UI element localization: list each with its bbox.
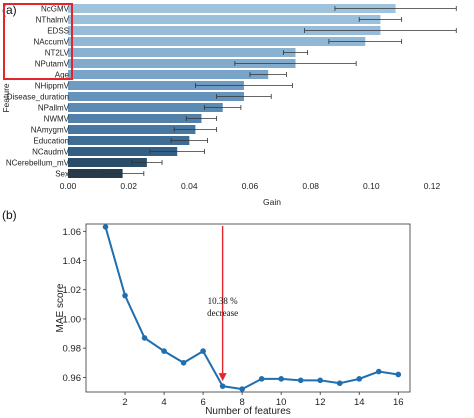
mae-line [104, 226, 399, 391]
x-tick-10: 10 [276, 397, 287, 408]
bar-NCerebellum_mV [68, 158, 147, 167]
feature-label-NThalmV: NThalmV [36, 16, 70, 25]
x-tick-16: 16 [393, 397, 404, 408]
point-4 [161, 348, 167, 354]
point-13 [336, 380, 343, 387]
arrow-head [218, 373, 227, 382]
panel-b-label: (b) [2, 208, 17, 222]
feature-label-NT2LV: NT2LV [45, 49, 70, 58]
feature-label-NWMV: NWMV [44, 115, 70, 124]
bar-NCaudmV [68, 147, 178, 156]
feature-labels: NcGMV NThalmV EDSS NAccumV NT2LV NPutamV Age NH… [6, 5, 70, 179]
x-tick-4: 4 [161, 397, 166, 408]
bar-NAmygmV [68, 125, 196, 134]
point-6 [200, 348, 206, 354]
bar-NThalmV [68, 15, 381, 24]
feature-label-Sex: Sex [55, 170, 69, 179]
feature-label-NCaudmV: NCaudmV [32, 148, 70, 157]
feature-label-NPutamV: NPutamV [35, 60, 70, 69]
feature-label-NHippmV: NHippmV [35, 82, 70, 91]
feature-importance-chart: NcGMV NThalmV EDSS NAccumV NT2LV NPutamV Age NH… [1, 3, 457, 207]
panel-a-label: (a) [2, 3, 17, 17]
bar-NPutamV [68, 59, 296, 68]
bar-NT2LV [68, 48, 296, 57]
x-tick-12: 12 [315, 397, 326, 408]
feature-label-NAccumV: NAccumV [33, 38, 69, 47]
y-axis-label-mae-score: MAE score [55, 283, 66, 332]
feature-label-NCerebellum_mV: NCerebellum_mV [6, 159, 70, 168]
y-axis-label-feature: Feature [1, 83, 11, 113]
x-tick-0.02: 0.02 [120, 181, 137, 191]
line-series [102, 224, 402, 392]
x-axis-label-number-of-features: Number of features [205, 406, 291, 417]
y-tick-0.96: 0.96 [63, 373, 82, 384]
point-7 [219, 383, 226, 389]
feature-label-NAmygmV: NAmygmV [31, 126, 70, 135]
bar-EDSS [68, 26, 381, 35]
y-tick-1.06: 1.06 [63, 227, 82, 238]
bar-Education [68, 136, 190, 145]
point-3 [141, 335, 148, 341]
feature-label-NPallmV: NPallmV [38, 104, 70, 113]
bar-Disease_duration [68, 92, 244, 101]
point-12 [317, 377, 324, 384]
x-tick-0.10: 0.10 [363, 181, 380, 191]
point-5 [180, 359, 187, 366]
x-tick-8: 8 [239, 397, 244, 408]
x-tick-0.08: 0.08 [302, 181, 319, 191]
mae-line-chart: 2 4 6 8 10 12 14 16 0.96 0.98 1.00 1.02 1.04 1.06 10.… [55, 223, 411, 417]
bar-NPallmV [68, 103, 223, 112]
point-2 [122, 292, 128, 299]
decrease-arrow [218, 226, 227, 382]
point-11 [297, 377, 304, 384]
y-tick-1.04: 1.04 [63, 256, 82, 267]
x-tick-6: 6 [200, 397, 205, 408]
point-14 [356, 376, 363, 382]
feature-label-Disease_duration: Disease_duration [7, 93, 69, 102]
bar-NHippmV [68, 81, 244, 90]
bar-NcGMV [68, 4, 396, 13]
bar-Age [68, 70, 269, 79]
bar-NWMV [68, 114, 202, 123]
x-tick-2: 2 [122, 397, 127, 408]
x-tick-14: 14 [354, 397, 365, 408]
y-tick-0.98: 0.98 [63, 344, 82, 355]
bar-Sex [68, 169, 123, 178]
plot-frame [85, 223, 411, 393]
x-tick-0.12: 0.12 [424, 181, 441, 191]
point-9 [258, 376, 265, 382]
point-16 [395, 371, 402, 378]
feature-label-Education: Education [33, 137, 69, 146]
bar-NAccumV [68, 37, 366, 46]
x-tick-0.06: 0.06 [242, 181, 259, 191]
point-1 [102, 224, 109, 230]
y-tick-1.00: 1.00 [63, 314, 82, 325]
x-tick-0.04: 0.04 [181, 181, 198, 191]
point-8 [239, 386, 245, 392]
annotation-decrease: decrease [207, 308, 238, 318]
point-10 [278, 376, 284, 382]
axis-ticks: 2 4 6 8 10 12 14 16 0.96 0.98 1.00 1.02 1.04 1.06 [63, 227, 404, 408]
highlight-box [3, 3, 73, 80]
point-15 [375, 368, 382, 375]
x-axis-label-gain: Gain [263, 197, 281, 207]
annotation-percent: 10.38 % [208, 296, 239, 306]
feature-label-NcGMV: NcGMV [41, 5, 70, 14]
x-tick-0.00: 0.00 [60, 181, 77, 191]
x-tick-labels: 0.00 0.02 0.04 0.06 0.08 0.10 0.12 [60, 181, 441, 191]
feature-label-Age: Age [55, 71, 70, 80]
bars-group [68, 4, 457, 178]
y-tick-1.02: 1.02 [63, 285, 82, 296]
feature-label-EDSS: EDSS [47, 27, 69, 36]
